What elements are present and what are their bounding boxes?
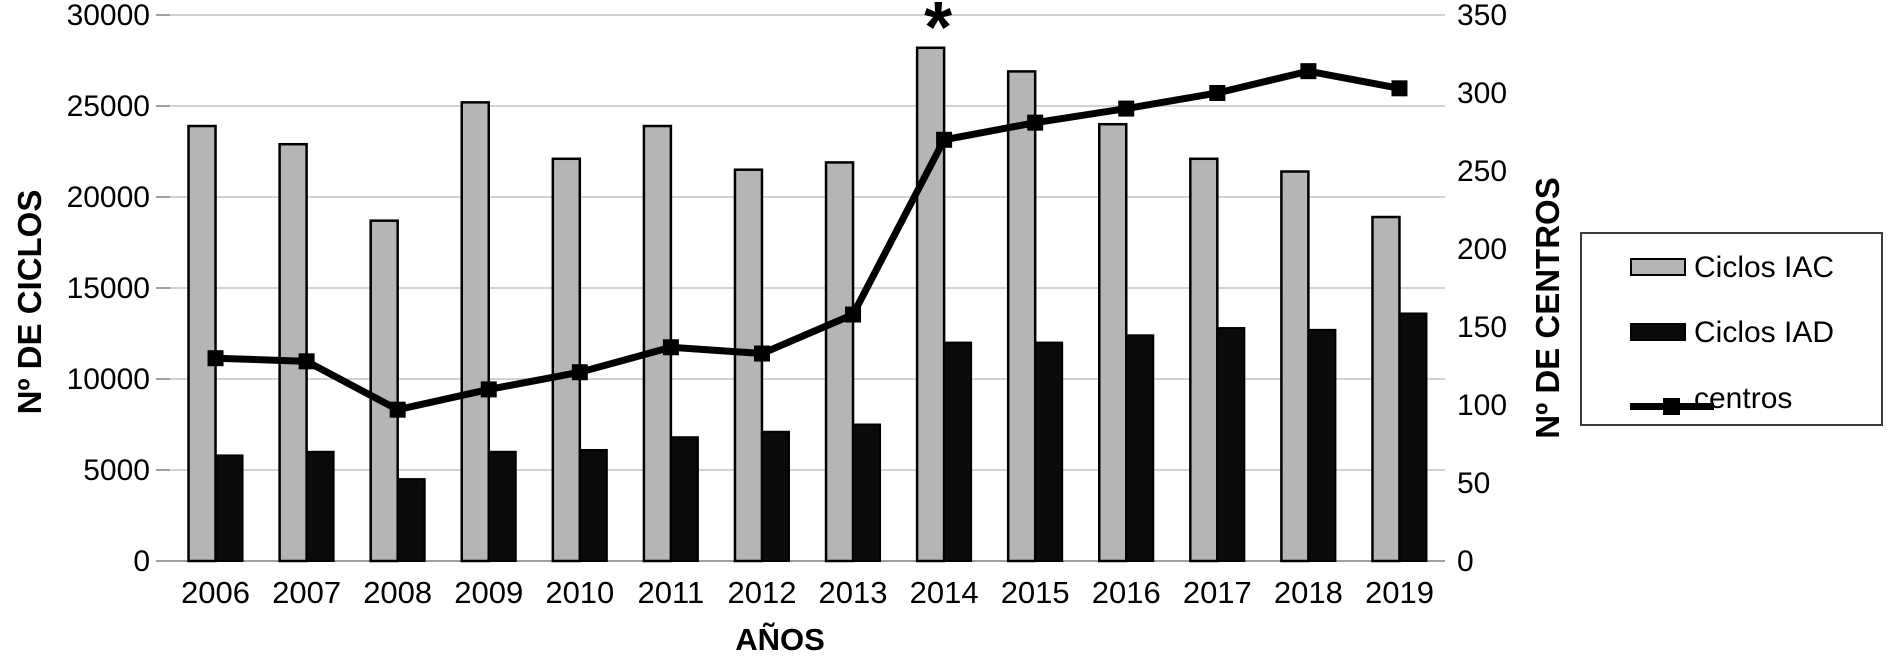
- centros-point-2012: [753, 345, 770, 362]
- bar-ciclos-iad-2018: [1307, 328, 1337, 562]
- centros-point-2007: [298, 353, 315, 370]
- bar-ciclos-iad-2019: [1398, 312, 1428, 563]
- legend: Ciclos IAC Ciclos IAD centros: [1580, 232, 1883, 426]
- right-tick-label-350: 350: [1457, 0, 1507, 32]
- bar-ciclos-iac-2007: [278, 142, 308, 563]
- bar-ciclos-iac-2015: [1006, 70, 1037, 563]
- centros-point-2015: [1027, 114, 1044, 131]
- right-axis-title: Nº DE CENTROS: [1529, 177, 1566, 439]
- centros-line: [215, 67, 1401, 414]
- bar-ciclos-iad-2015: [1034, 341, 1064, 562]
- left-tick-label-15000: 15000: [67, 272, 150, 305]
- left-axis-title: Nº DE CICLOS: [11, 189, 48, 415]
- x-axis-title: AÑOS: [735, 622, 825, 656]
- right-tick-label-100: 100: [1457, 389, 1507, 422]
- bar-ciclos-iad-2014: [943, 341, 973, 562]
- year-label-2016: 2016: [1092, 575, 1161, 610]
- year-label-2007: 2007: [272, 575, 341, 610]
- left-tick-label-20000: 20000: [67, 181, 150, 214]
- legend-label: Ciclos IAC: [1694, 251, 1835, 284]
- year-label-2009: 2009: [454, 575, 523, 610]
- bar-ciclos-iad-2007: [305, 450, 335, 562]
- year-label-2013: 2013: [819, 575, 888, 610]
- bar-ciclos-iad-2010: [578, 448, 608, 563]
- left-tick-label-0: 0: [133, 545, 150, 578]
- right-tick-label-50: 50: [1457, 467, 1490, 500]
- bar-ciclos-iad-2008: [396, 478, 426, 563]
- left-tick-label-5000: 5000: [83, 454, 150, 487]
- year-label-2017: 2017: [1183, 575, 1252, 610]
- centros-point-2017: [1209, 85, 1226, 101]
- bar-ciclos-iac-2008: [369, 219, 399, 563]
- year-label-2011: 2011: [638, 575, 705, 610]
- year-label-2012: 2012: [727, 575, 796, 610]
- right-tick-label-200: 200: [1457, 233, 1507, 266]
- legend-label: centros: [1694, 382, 1793, 415]
- right-tick-label-300: 300: [1457, 77, 1507, 110]
- centros-point-2011: [662, 339, 679, 356]
- line-marker-swatch-icon: [1630, 389, 1714, 415]
- bar-ciclos-iad-2013: [852, 423, 882, 562]
- bar-ciclos-iac-2018: [1280, 170, 1310, 563]
- right-tick-label-150: 150: [1457, 311, 1507, 344]
- year-label-2015: 2015: [1001, 575, 1070, 610]
- bar-ciclos-iac-2016: [1098, 122, 1128, 563]
- left-tick-label-10000: 10000: [67, 363, 150, 396]
- bar-ciclos-iad-2012: [760, 430, 790, 562]
- bar-ciclos-iac-2012: [733, 168, 764, 563]
- centros-point-2009: [480, 381, 497, 398]
- gray-bar-swatch-icon: [1630, 258, 1686, 276]
- bar-ciclos-iac-2006: [187, 124, 217, 563]
- bar-ciclos-iac-2014: [915, 46, 946, 563]
- centros-point-2006: [207, 350, 224, 367]
- bar-ciclos-iac-2010: [551, 157, 582, 563]
- year-label-2018: 2018: [1274, 575, 1343, 610]
- black-bar-swatch-icon: [1630, 323, 1686, 341]
- legend-item-ciclos-iad: Ciclos IAD: [1582, 315, 1881, 353]
- right-tick-label-250: 250: [1457, 155, 1507, 188]
- centros-point-2013: [845, 306, 862, 323]
- centros-point-2014: [936, 131, 953, 148]
- centros-point-2010: [571, 364, 588, 381]
- bar-ciclos-iac-2017: [1189, 157, 1219, 563]
- bar-ciclos-iad-2016: [1125, 334, 1155, 562]
- year-label-2014: 2014: [910, 575, 979, 610]
- centros-point-2008: [389, 401, 406, 418]
- year-label-2008: 2008: [363, 575, 432, 610]
- legend-item-centros: centros: [1582, 381, 1881, 419]
- bar-ciclos-iac-2013: [824, 161, 855, 563]
- centros-point-2018: [1300, 63, 1317, 80]
- bar-ciclos-iad-2011: [669, 436, 699, 562]
- legend-item-ciclos-iac: Ciclos IAC: [1582, 250, 1881, 288]
- left-tick-label-30000: 30000: [67, 0, 150, 32]
- centros-point-2016: [1118, 100, 1135, 117]
- left-tick-label-25000: 25000: [67, 90, 150, 123]
- year-label-2010: 2010: [545, 575, 614, 610]
- bar-ciclos-iac-2009: [460, 101, 490, 563]
- year-label-2006: 2006: [181, 575, 250, 610]
- bar-ciclos-iad-2017: [1216, 327, 1246, 563]
- bar-ciclos-iad-2006: [214, 454, 244, 562]
- bar-ciclos-iac-2019: [1371, 215, 1401, 563]
- year-label-2019: 2019: [1365, 575, 1434, 610]
- legend-label: Ciclos IAD: [1694, 316, 1835, 349]
- centros-point-2019: [1391, 80, 1408, 97]
- right-tick-label-0: 0: [1457, 545, 1474, 578]
- bar-ciclos-iad-2009: [487, 450, 517, 562]
- significance-asterisk: *: [924, 0, 952, 68]
